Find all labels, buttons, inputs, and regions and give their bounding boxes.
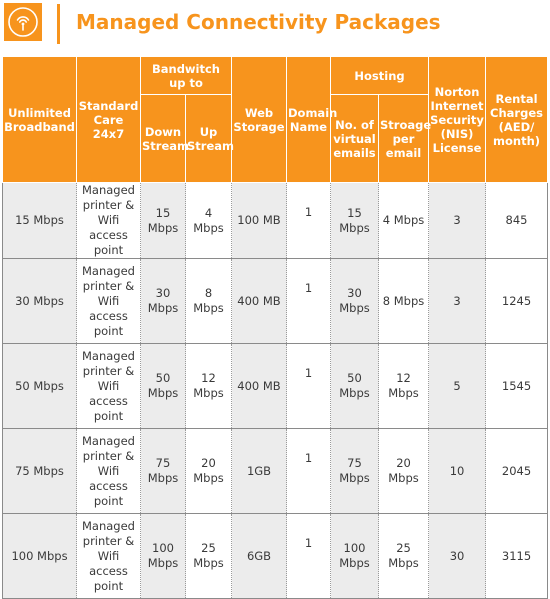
- cell-nis-license: 3: [428, 258, 487, 344]
- header-virtual-emails: No. of virtual emails: [330, 94, 379, 183]
- cell-web-storage: 6GB: [231, 513, 287, 599]
- cell-rental-charges: 1245: [485, 258, 549, 344]
- cell-storage-per-email: 25 Mbps: [377, 513, 430, 599]
- cell-care: Managed printer & Wifi access point: [76, 258, 141, 344]
- header-storage-per-email: Stroage per email: [377, 94, 431, 183]
- cell-storage-per-email: 12 Mbps: [377, 343, 430, 429]
- header-nis-license: Norton Internet Security (NIS) License: [428, 56, 487, 183]
- cell-down-stream: 15 Mbps: [140, 182, 186, 259]
- cell-domain-name: 1: [286, 513, 331, 599]
- cell-domain-name: 1: [286, 182, 331, 259]
- cell-broadband: 15 Mbps: [2, 182, 77, 259]
- header-web-storage: Web Storage: [231, 56, 287, 183]
- cell-domain-name: 1: [286, 343, 331, 429]
- cell-care: Managed printer & Wifi access point: [76, 343, 141, 429]
- cell-broadband: 50 Mbps: [2, 343, 77, 429]
- header-domain-name: Domain Name: [286, 56, 337, 183]
- packages-table-wrapper: Unlimited Broadband Standard Care 24x7 B…: [2, 56, 549, 599]
- header-unlimited-broadband: Unlimited Broadband: [2, 56, 77, 183]
- table-row: 50 Mbps Managed printer & Wifi access po…: [2, 343, 549, 429]
- cell-rental-charges: 845: [485, 182, 549, 259]
- cell-web-storage: 1GB: [231, 428, 287, 514]
- cell-virtual-emails: 100 Mbps: [330, 513, 379, 599]
- wifi-signal-icon: [4, 3, 42, 41]
- cell-nis-license: 3: [428, 182, 487, 259]
- cell-down-stream: 100 Mbps: [140, 513, 186, 599]
- cell-web-storage: 400 MB: [231, 343, 287, 429]
- header-standard-care: Standard Care 24x7: [76, 56, 141, 183]
- cell-storage-per-email: 8 Mbps: [377, 258, 430, 344]
- cell-down-stream: 30 Mbps: [140, 258, 186, 344]
- cell-up-stream: 25 Mbps: [185, 513, 232, 599]
- cell-domain-name: 1: [286, 428, 331, 514]
- cell-broadband: 30 Mbps: [2, 258, 77, 344]
- cell-up-stream: 4 Mbps: [185, 182, 232, 259]
- cell-care: Managed printer & Wifi access point: [76, 428, 141, 514]
- packages-table: Unlimited Broadband Standard Care 24x7 B…: [2, 56, 549, 599]
- cell-domain-name: 1: [286, 258, 331, 344]
- cell-down-stream: 75 Mbps: [140, 428, 186, 514]
- cell-up-stream: 12 Mbps: [185, 343, 232, 429]
- cell-storage-per-email: 4 Mbps: [377, 182, 430, 259]
- cell-virtual-emails: 75 Mbps: [330, 428, 379, 514]
- cell-rental-charges: 3115: [485, 513, 549, 599]
- cell-up-stream: 8 Mbps: [185, 258, 232, 344]
- page-header: Managed Connectivity Packages: [0, 0, 550, 46]
- cell-rental-charges: 2045: [485, 428, 549, 514]
- header-rental-charges: Rental Charges (AED/ month): [485, 56, 549, 183]
- header-down-stream: Down Stream: [140, 94, 189, 183]
- cell-up-stream: 20 Mbps: [185, 428, 232, 514]
- cell-broadband: 100 Mbps: [2, 513, 77, 599]
- header-bandwidth: Bandwitch up to: [140, 56, 232, 95]
- table-row: 100 Mbps Managed printer & Wifi access p…: [2, 513, 549, 599]
- header-up-stream: Up Stream: [185, 94, 234, 183]
- cell-nis-license: 30: [428, 513, 487, 599]
- cell-nis-license: 5: [428, 343, 487, 429]
- header-hosting: Hosting: [329, 56, 430, 95]
- cell-virtual-emails: 50 Mbps: [330, 343, 379, 429]
- table-row: 15 Mbps Managed printer & Wifi access po…: [2, 182, 549, 259]
- cell-virtual-emails: 15 Mbps: [330, 182, 379, 259]
- cell-care: Managed printer & Wifi access point: [76, 182, 141, 259]
- header-divider: [57, 4, 60, 44]
- page-title: Managed Connectivity Packages: [76, 10, 441, 34]
- cell-rental-charges: 1545: [485, 343, 549, 429]
- cell-virtual-emails: 30 Mbps: [330, 258, 379, 344]
- cell-care: Managed printer & Wifi access point: [76, 513, 141, 599]
- cell-down-stream: 50 Mbps: [140, 343, 186, 429]
- table-row: 30 Mbps Managed printer & Wifi access po…: [2, 258, 549, 344]
- cell-broadband: 75 Mbps: [2, 428, 77, 514]
- cell-storage-per-email: 20 Mbps: [377, 428, 430, 514]
- cell-web-storage: 100 MB: [231, 182, 287, 259]
- table-row: 75 Mbps Managed printer & Wifi access po…: [2, 428, 549, 514]
- cell-nis-license: 10: [428, 428, 487, 514]
- cell-web-storage: 400 MB: [231, 258, 287, 344]
